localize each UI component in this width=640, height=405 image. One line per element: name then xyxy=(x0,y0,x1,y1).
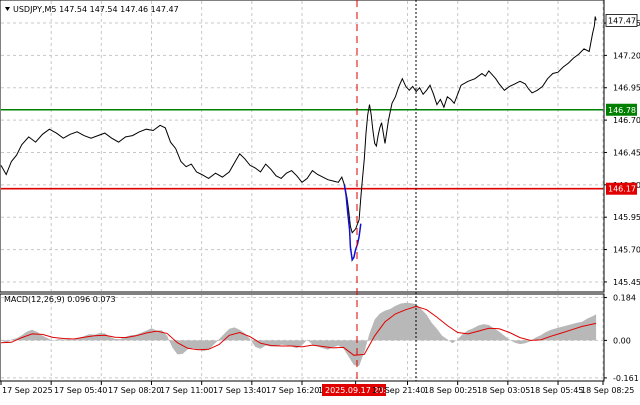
macd-signal-line xyxy=(0,305,597,356)
macd-series xyxy=(0,302,597,366)
macd-tick-label: 0.00 xyxy=(613,336,631,345)
price-tick-label: 146.70 xyxy=(613,116,640,125)
time-tick-label: 17 Sep 11:00 xyxy=(160,386,213,395)
price-levels xyxy=(1,108,603,190)
time-marker-bg xyxy=(322,384,386,396)
price-tick-label: 145.95 xyxy=(613,213,640,222)
macd-tick-label: 0.184 xyxy=(613,294,636,303)
macd-histogram xyxy=(1,302,597,366)
price-tick-label: 146.45 xyxy=(613,148,640,157)
symbol-title: USDJPY,M5 147.54 147.54 147.46 147.47 xyxy=(13,5,179,14)
level-marker-bg xyxy=(606,182,637,195)
time-tick-label: 17 Sep 21:40 xyxy=(372,386,425,395)
level-marker-bg xyxy=(606,103,637,116)
time-tick-label: 18 Sep 03:05 xyxy=(477,386,530,395)
time-tick-label: 17 Sep 13:40 xyxy=(213,386,266,395)
price-line xyxy=(0,16,597,234)
macd-tick-label: -0.161 xyxy=(613,374,639,383)
time-marker-label: 2025.09.17 20:55 xyxy=(325,386,396,395)
time-tick-label: 18 Sep 05:45 xyxy=(530,386,583,395)
price-tick-label: 147.20 xyxy=(613,51,640,60)
time-tick-label: 18 Sep 08:25 xyxy=(581,386,634,395)
price-grid xyxy=(1,1,604,291)
current-price-label: 147.47 xyxy=(608,16,636,25)
level-marker-label: 146.17 xyxy=(608,185,636,194)
price-axis: 147.45147.20146.95146.70146.45146.20145.… xyxy=(604,14,640,287)
price-tick-label: 146.95 xyxy=(613,84,640,93)
macd-title: MACD(12,26,9) 0.096 0.073 xyxy=(4,295,116,304)
current-price-marker-bg xyxy=(605,14,638,27)
time-tick-label: 17 Sep 08:20 xyxy=(108,386,161,395)
macd-axis: 0.184 0.00 -0.161 xyxy=(604,294,639,383)
price-tick-label: 145.45 xyxy=(613,278,640,287)
header: USDJPY,M5 147.54 147.54 147.46 147.47 xyxy=(5,5,179,14)
time-tick-label: 17 Sep 16:20 xyxy=(266,386,319,395)
time-tick-label: 17 Sep 2025 xyxy=(2,386,53,395)
price-series xyxy=(0,16,597,262)
level-marker-label: 146.78 xyxy=(608,106,636,115)
chart-dropdown-icon[interactable] xyxy=(5,7,10,11)
price-tick-label: 145.70 xyxy=(613,246,640,255)
price-drop-line xyxy=(343,184,362,262)
time-tick-label: 17 Sep 05:40 xyxy=(54,386,107,395)
time-tick-label: 18 Sep 00:25 xyxy=(424,386,477,395)
